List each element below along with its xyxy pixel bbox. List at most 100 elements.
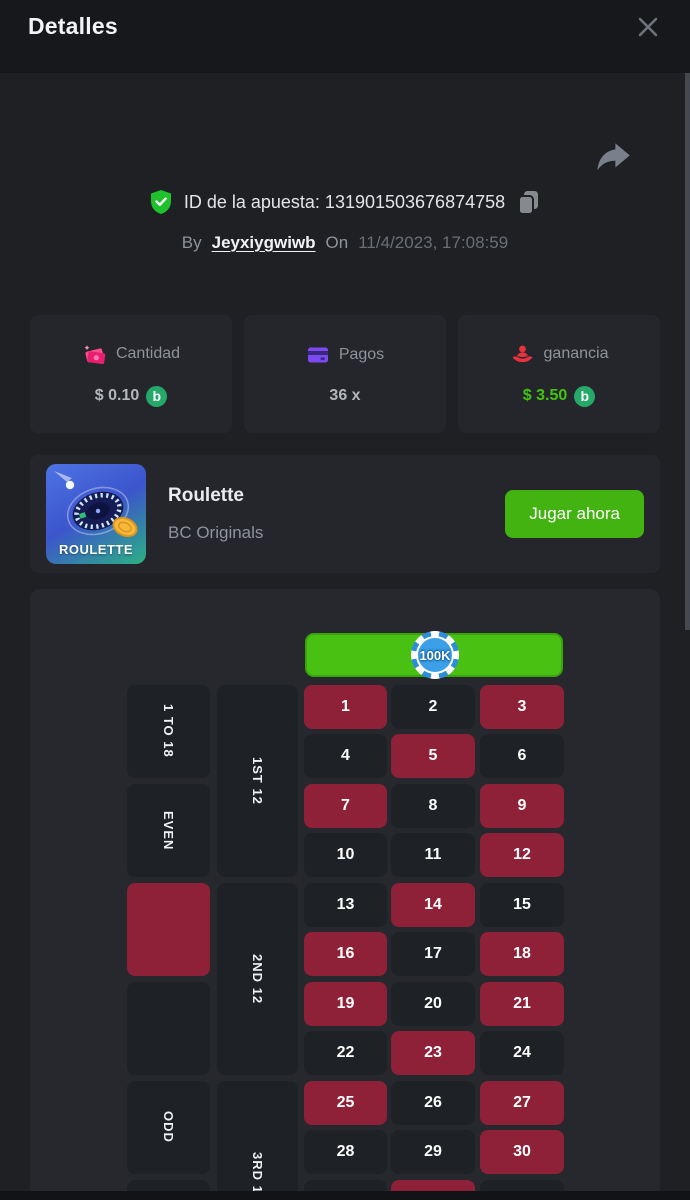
outside-bet-label: 2ND 12 [250,953,265,1004]
number-label: 13 [336,895,355,913]
modal-header: Detalles [0,0,690,73]
number-label: 27 [513,1093,531,1111]
bet-number-3[interactable]: 3 [480,684,564,729]
bet-number-4[interactable]: 4 [304,734,387,778]
bet-id-row: ID de la apuesta: 131901503676874758 [0,186,690,218]
bet-number-2[interactable]: 2 [391,684,475,729]
bet-number-6[interactable]: 6 [480,734,564,778]
number-label: 25 [336,1093,355,1111]
number-label: 20 [424,994,442,1012]
bet-number-14[interactable]: 14 [391,882,475,927]
bet-dozen-3[interactable]: 3RD 12 [217,1080,298,1200]
bet-dozen-2[interactable]: 2ND 12 [217,882,298,1075]
credit-card-icon [306,343,330,367]
stat-card-amount: Cantidad $ 0.10 b [30,315,232,433]
number-label: 5 [428,747,438,764]
bet-number-13[interactable]: 13 [304,882,387,927]
bet-number-28[interactable]: 28 [304,1130,387,1174]
bet-number-30[interactable]: 30 [480,1130,564,1174]
outside-bet-label: ODD [161,1111,176,1144]
bet-number-9[interactable]: 9 [480,783,564,828]
page-title: Detalles [28,13,118,39]
bet-number-19[interactable]: 19 [304,981,387,1026]
coin-icon: b [574,385,596,407]
bet-number-15[interactable]: 15 [480,882,564,927]
number-label: 17 [424,945,442,962]
bet-number-18[interactable]: 18 [480,932,564,976]
bet-datetime: 11/4/2023, 17:08:59 [358,233,509,252]
bet-id-text: ID de la apuesta: 131901503676874758 [183,191,506,212]
by-label: By [181,233,202,252]
number-label: 16 [336,945,355,962]
close-icon[interactable] [634,13,662,41]
bet-outside-1-to-18[interactable]: 1 TO 18 [127,684,210,778]
number-label: 9 [517,796,527,814]
bet-outside-odd[interactable]: ODD [127,1080,210,1174]
scrollbar[interactable] [685,73,690,630]
bet-dozen-1[interactable]: 1ST 12 [217,684,298,877]
game-title: Roulette [168,485,244,506]
bet-number-1[interactable]: 1 [304,684,387,729]
stat-card-payout: Pagos 36 x [244,315,446,433]
number-label: 1 [341,697,350,715]
number-label: 19 [336,994,355,1012]
copy-icon[interactable] [516,189,541,216]
bet-number-17[interactable]: 17 [391,932,475,976]
bet-number-10[interactable]: 10 [304,833,387,877]
bet-number-20[interactable]: 20 [391,981,475,1026]
number-label: 3 [517,697,527,715]
chip-amount: 100K [419,647,451,663]
bet-number-29[interactable]: 29 [391,1130,475,1174]
stat-label: Pagos [338,346,385,363]
bet-chip: 100K [411,631,459,679]
game-provider: BC Originals [168,523,264,542]
bet-number-16[interactable]: 16 [304,932,387,976]
bet-number-21[interactable]: 21 [480,981,564,1026]
stat-value: 36 x [329,387,361,404]
bet-outside-dark-swatch[interactable] [127,981,210,1075]
bet-outside-red-swatch[interactable] [127,882,210,976]
cash-icon [82,342,107,366]
number-label: 10 [336,846,355,863]
number-label: 6 [517,747,527,764]
share-icon[interactable] [593,138,633,176]
play-now-button[interactable]: Jugar ahora [505,490,644,538]
number-label: 30 [513,1143,531,1160]
number-label: 14 [424,895,442,913]
bet-number-5[interactable]: 5 [391,734,475,778]
username-link[interactable]: Jeyxiygwiwb [211,233,316,252]
bet-number-22[interactable]: 22 [304,1031,387,1075]
outside-bet-label: 1ST 12 [250,756,265,805]
bet-number-23[interactable]: 23 [391,1031,475,1075]
number-label: 23 [424,1044,442,1061]
bet-number-25[interactable]: 25 [304,1080,387,1125]
bet-number-12[interactable]: 12 [480,833,564,877]
stat-card-profit: ganancia $ 3.50 b [458,315,660,433]
stat-label: ganancia [543,344,609,362]
outside-bet-label: 3RD 12 [250,1151,265,1200]
verified-shield-icon [149,189,173,215]
bottom-edge [0,1191,690,1200]
number-label: 2 [428,697,438,715]
on-label: On [325,233,349,252]
bet-number-26[interactable]: 26 [391,1080,475,1125]
number-label: 11 [424,846,442,863]
bet-outside-even[interactable]: EVEN [127,783,210,877]
bet-number-24[interactable]: 24 [480,1031,564,1075]
bet-number-8[interactable]: 8 [391,783,475,828]
stat-label: Cantidad [115,344,181,362]
number-label: 21 [513,994,531,1012]
number-label: 4 [341,747,350,764]
bet-number-11[interactable]: 11 [391,833,475,877]
outside-bet-label: EVEN [161,810,176,850]
stats-row: Cantidad $ 0.10 b Pagos 36 x ganancia $ … [30,315,660,433]
roulette-game-thumbnail[interactable]: ROULETTE [46,464,146,564]
bet-meta-row: By Jeyxiygwiwb On 11/4/2023, 17:08:59 [0,228,690,258]
bet-number-27[interactable]: 27 [480,1080,564,1125]
bet-number-7[interactable]: 7 [304,783,387,828]
number-label: 26 [424,1093,442,1111]
number-label: 24 [513,1044,531,1061]
number-label: 22 [336,1044,355,1061]
tile-label: ROULETTE [58,542,134,557]
